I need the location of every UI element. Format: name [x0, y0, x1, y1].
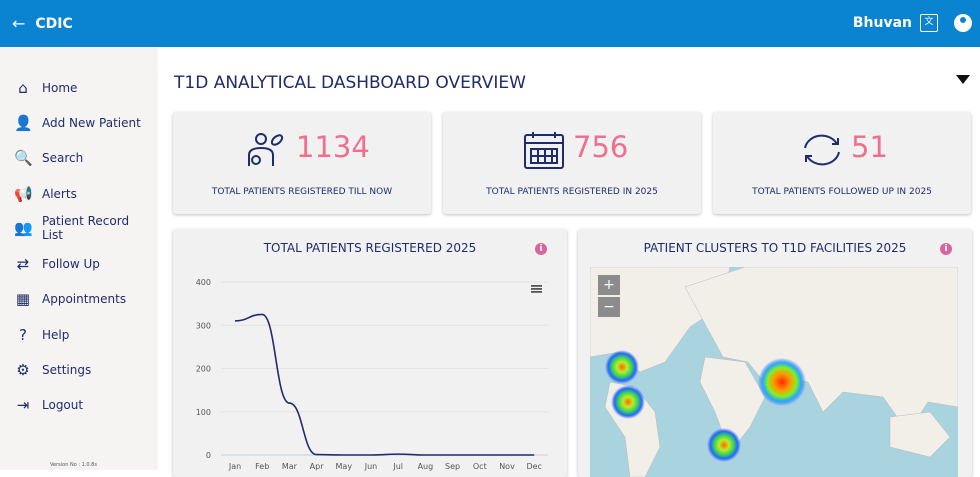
heat-cluster: [611, 385, 645, 419]
stat-value: 756: [573, 130, 629, 164]
user-plus-icon: 👤: [14, 114, 33, 132]
info-icon[interactable]: i: [535, 243, 547, 255]
arrow-left-icon[interactable]: ←: [12, 14, 26, 33]
sidebar-item-home[interactable]: ⌂ Home: [14, 79, 77, 97]
calendar-icon: [524, 132, 564, 169]
chart-menu-icon[interactable]: [531, 285, 542, 293]
sidebar-item-add-new-patient[interactable]: 👤 Add New Patient: [14, 114, 141, 132]
sidebar-item-help[interactable]: ? Help: [14, 326, 69, 344]
sidebar-item-appointments[interactable]: ▦ Appointments: [14, 290, 126, 308]
x-tick-label: Dec: [526, 462, 541, 471]
stat-value: 51: [851, 130, 888, 164]
x-tick-label: Feb: [255, 462, 269, 471]
sidebar-item-label: Patient Record List: [42, 214, 130, 242]
exchange-icon: ⇄: [16, 255, 30, 273]
user-name[interactable]: Bhuvan: [852, 15, 912, 31]
x-tick-label: Sep: [445, 462, 460, 471]
y-tick-label: 300: [196, 321, 211, 330]
patient-pills-icon: [248, 133, 284, 166]
x-tick-label: May: [336, 462, 353, 471]
heat-cluster: [605, 350, 639, 384]
home-icon: ⌂: [18, 79, 28, 97]
line-chart: 0 100 200 300 400 Jan Feb Mar Apr May Jun Jul Aug Sep…: [196, 278, 548, 471]
x-tick-label: Aug: [418, 462, 434, 471]
stat-label: TOTAL PATIENTS FOLLOWED UP IN 2025: [752, 187, 932, 197]
y-tick-label: 100: [196, 408, 211, 417]
question-circle-icon: ?: [19, 326, 27, 344]
x-tick-label: Jan: [228, 462, 241, 471]
top-app-bar: ← CDIC Bhuvan 文: [0, 0, 980, 47]
app-name: CDIC: [35, 15, 73, 32]
x-tick-label: Jun: [364, 462, 378, 471]
stat-label: TOTAL PATIENTS REGISTERED IN 2025: [486, 187, 658, 197]
translate-icon[interactable]: 文: [920, 14, 938, 32]
filter-icon[interactable]: [956, 75, 970, 84]
sidebar-item-search[interactable]: 🔍 Search: [14, 149, 83, 167]
sidebar-item-label: Search: [42, 151, 84, 165]
page-title: T1D ANALYTICAL DASHBOARD OVERVIEW: [174, 73, 526, 93]
sidebar-item-label: Settings: [42, 363, 92, 377]
main-content: T1D ANALYTICAL DASHBOARD OVERVIEW 1134 T…: [158, 47, 980, 477]
sync-icon: [804, 134, 840, 166]
sign-out-icon: ⇥: [16, 396, 30, 414]
sidebar-item-label: Add New Patient: [42, 116, 141, 130]
heatmap-map[interactable]: + −: [590, 267, 958, 477]
map-title: PATIENT CLUSTERS TO T1D FACILITIES 2025: [643, 241, 907, 255]
sidebar-item-label: Help: [42, 328, 70, 342]
sidebar-item-logout[interactable]: ⇥ Logout: [14, 396, 83, 414]
gear-icon: ⚙: [16, 361, 30, 379]
world-map: [590, 267, 958, 477]
sidebar-item-patient-record-list[interactable]: 👥 Patient Record List: [14, 214, 132, 242]
megaphone-icon: 📢: [14, 185, 33, 203]
zoom-in-button[interactable]: +: [598, 275, 620, 295]
sidebar: Version No : 1.0.8s ⌂ Home 👤 Add New Patien…: [0, 47, 158, 470]
stat-card-registered-2025: 756 TOTAL PATIENTS REGISTERED IN 2025: [443, 112, 701, 214]
stat-label: TOTAL PATIENTS REGISTERED TILL NOW: [211, 187, 393, 197]
sidebar-item-alerts[interactable]: 📢 Alerts: [14, 185, 77, 203]
y-tick-label: 400: [196, 278, 211, 287]
heat-cluster-india: [758, 358, 806, 406]
stat-value: 1134: [296, 130, 370, 164]
search-icon: 🔍: [14, 149, 33, 167]
series-line: [234, 313, 535, 456]
x-tick-label: Jul: [392, 462, 403, 471]
x-tick-label: Mar: [282, 462, 298, 471]
stat-card-followed-up: 51 TOTAL PATIENTS FOLLOWED UP IN 2025: [713, 112, 971, 214]
chart-title: TOTAL PATIENTS REGISTERED 2025: [263, 241, 477, 255]
heat-cluster: [707, 428, 741, 462]
calendar-icon: ▦: [15, 290, 31, 308]
sidebar-item-follow-up[interactable]: ⇄ Follow Up: [14, 255, 100, 273]
map-panel: PATIENT CLUSTERS TO T1D FACILITIES 2025 …: [578, 229, 972, 477]
x-tick-label: Nov: [499, 462, 515, 471]
y-tick-label: 0: [206, 451, 211, 460]
sidebar-item-label: Logout: [42, 398, 84, 412]
sidebar-item-label: Home: [42, 81, 78, 95]
sidebar-item-label: Appointments: [42, 292, 127, 306]
sidebar-item-label: Follow Up: [42, 257, 100, 271]
account-circle-icon[interactable]: [954, 14, 972, 32]
y-tick-label: 200: [196, 365, 211, 374]
users-icon: 👥: [14, 219, 33, 237]
stat-card-total-registered: 1134 TOTAL PATIENTS REGISTERED TILL NOW: [173, 112, 431, 214]
zoom-out-button[interactable]: −: [598, 297, 620, 317]
sidebar-item-label: Alerts: [42, 187, 77, 201]
registrations-chart-panel: TOTAL PATIENTS REGISTERED 2025 i 0 100 200…: [173, 229, 567, 477]
x-tick-label: Oct: [473, 462, 487, 471]
x-tick-label: Apr: [310, 462, 325, 471]
version-label: Version No : 1.0.8s: [50, 462, 97, 468]
sidebar-item-settings[interactable]: ⚙ Settings: [14, 361, 91, 379]
info-icon[interactable]: i: [940, 243, 952, 255]
